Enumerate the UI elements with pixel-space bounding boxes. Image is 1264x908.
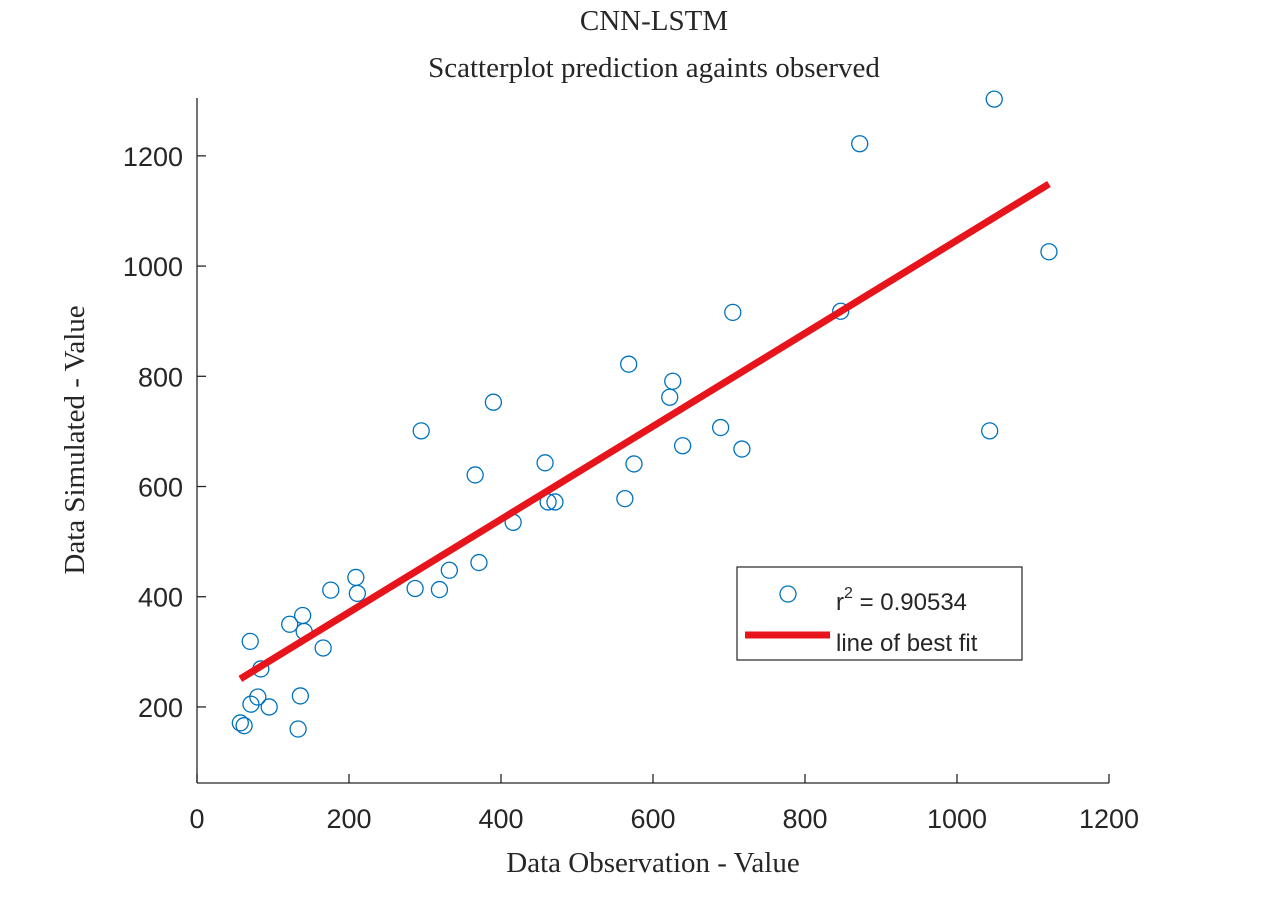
data-point (664, 372, 682, 390)
y-tick-label: 800 (138, 362, 183, 392)
y-tick-label: 600 (138, 473, 183, 503)
y-tick-label: 400 (138, 583, 183, 613)
x-tick-label: 0 (189, 804, 204, 834)
data-point (733, 440, 751, 458)
legend-label-fit: line of best fit (836, 630, 978, 657)
data-point (281, 615, 299, 633)
data-point (293, 606, 312, 625)
data-point (546, 493, 564, 511)
axes: 0 200 400 600 800 1000 1200 200 400 600 800 1000 120… (123, 98, 1139, 834)
data-point (314, 639, 332, 657)
legend-box (736, 566, 1023, 661)
data-point (484, 393, 503, 411)
data-point (536, 454, 554, 472)
best-fit-line-group (238, 180, 1051, 682)
data-point (430, 580, 449, 599)
x-tick-label: 600 (630, 804, 675, 834)
data-point (412, 422, 430, 440)
x-tick-label: 800 (782, 804, 827, 834)
x-axis-label: Data Observation - Value (506, 847, 799, 879)
chart-title: CNN-LSTM (580, 5, 728, 37)
data-point (661, 388, 679, 406)
data-point (260, 698, 278, 716)
data-point (625, 455, 643, 473)
y-tick-label: 1200 (123, 142, 183, 172)
x-tick-label: 1200 (1079, 804, 1139, 834)
x-tick-label: 400 (478, 804, 523, 834)
x-tick-label: 200 (326, 804, 371, 834)
data-point (470, 553, 488, 572)
data-point (1040, 243, 1058, 261)
data-point (724, 303, 742, 322)
data-point (249, 688, 267, 706)
chart-subtitle: Scatterplot prediction againts observed (428, 52, 880, 84)
legend-label-r2: r2 = 0.90534 (836, 585, 967, 616)
data-point (620, 355, 638, 373)
data-point (291, 687, 310, 705)
data-point (832, 302, 850, 320)
data-point (242, 695, 260, 713)
legend-marker-scatter (779, 585, 797, 603)
data-point (616, 489, 634, 508)
data-point (985, 90, 1003, 108)
data-point (981, 422, 999, 440)
data-point (348, 584, 367, 603)
x-tick-label: 1000 (927, 804, 987, 834)
data-point (235, 717, 253, 735)
y-tick-label: 200 (138, 693, 183, 723)
data-point (466, 466, 484, 484)
data-point (241, 632, 259, 651)
data-point (231, 714, 249, 732)
data-point (673, 437, 692, 455)
data-point (440, 561, 458, 579)
best-fit-line (238, 180, 1051, 682)
data-points (231, 90, 1058, 738)
y-tick-label: 1000 (123, 252, 183, 282)
data-point (322, 581, 340, 599)
data-point (711, 418, 730, 437)
legend: r2 = 0.90534 line of best fit (736, 566, 1023, 661)
data-point (851, 135, 869, 153)
data-point (289, 720, 307, 738)
data-point (347, 568, 365, 587)
data-point (406, 579, 424, 598)
y-axis-label: Data Simulated - Value (59, 305, 91, 574)
